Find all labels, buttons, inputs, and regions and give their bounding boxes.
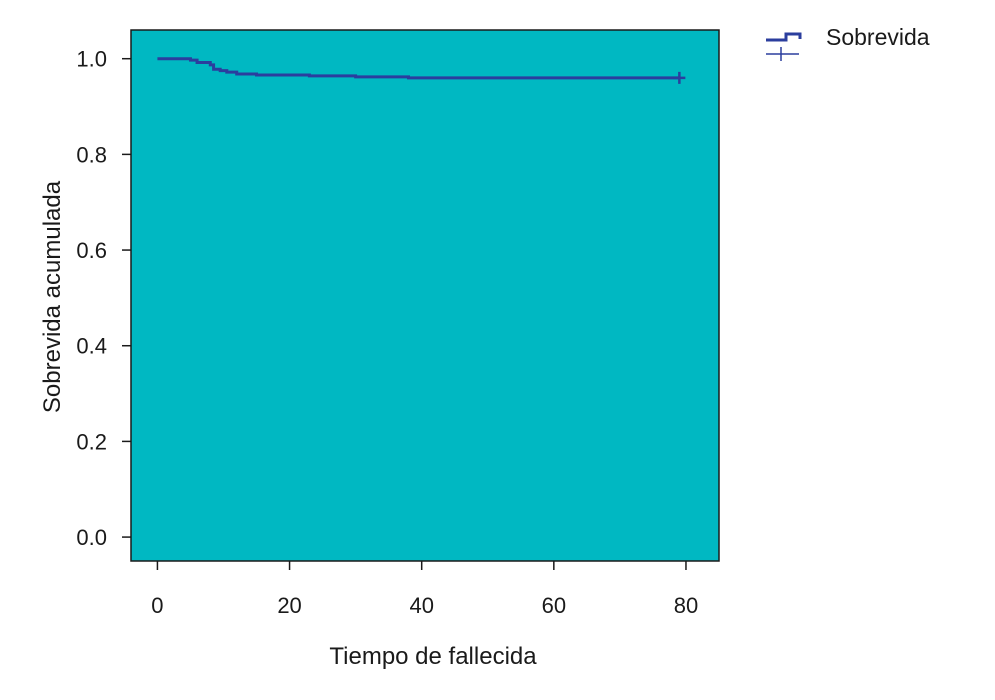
x-tick-label: 20 [277,593,301,618]
legend-label: Sobrevida [826,24,930,50]
x-axis: 0 20 40 60 80 [151,561,698,618]
x-tick-label: 60 [542,593,566,618]
x-tick-label: 40 [409,593,433,618]
y-tick-label: 0.4 [76,334,107,359]
data-series-layer [157,57,686,84]
legend-step-icon [766,32,802,42]
y-tick-label: 0.0 [76,525,107,550]
y-tick-label: 0.8 [76,142,107,167]
legend: Sobrevida [766,24,930,61]
y-tick-label: 0.6 [76,238,107,263]
x-axis-title: Tiempo de fallecida [329,643,537,670]
x-tick-label: 0 [151,593,163,618]
censor-mark [673,71,686,84]
x-tick-label: 80 [674,593,698,618]
legend-censor-icon [766,47,799,61]
y-tick-label: 0.2 [76,429,107,454]
y-axis: 0.0 0.2 0.4 0.6 0.8 1.0 [76,47,131,550]
plot-background [130,29,720,562]
y-axis-title: Sobrevida acumulada [39,180,66,413]
y-tick-label: 1.0 [76,47,107,72]
series-line-sobrevida [157,57,680,80]
